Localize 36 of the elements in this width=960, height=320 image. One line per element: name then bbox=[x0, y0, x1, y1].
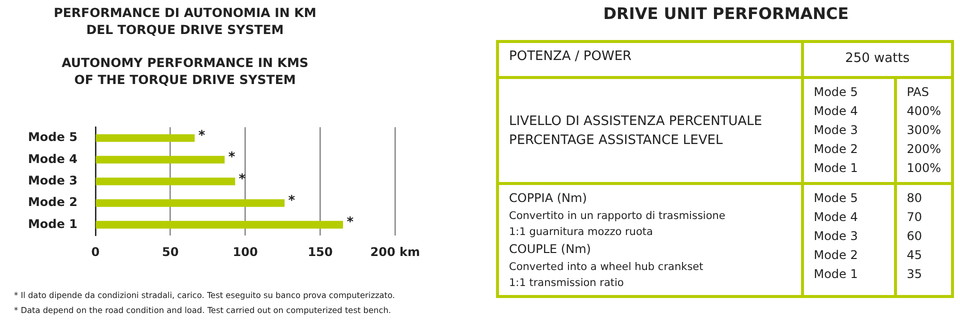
text: 80 70 60 45 35 bbox=[895, 184, 952, 296]
text: COUPLE (Nm) bbox=[509, 241, 592, 258]
bar bbox=[96, 178, 236, 186]
text: DRIVE UNIT PERFORMANCE bbox=[602, 4, 850, 23]
chart-title: PERFORMANCE DI AUTONOMIA IN KM DEL TORQUE DRIVE SYSTEM bbox=[52, 4, 318, 38]
y-tick-label: Mode 5 bbox=[28, 130, 78, 144]
bar bbox=[96, 220, 344, 229]
text: * Data depend on the road condition and load. Test carried out on computerized test bench. bbox=[14, 304, 392, 317]
bar bbox=[96, 156, 225, 164]
data-label: * bbox=[288, 193, 296, 208]
x-tick-label: 150 bbox=[308, 244, 333, 259]
x-tick-label: 50 bbox=[162, 244, 179, 259]
y-tick-label: Mode 3 bbox=[28, 174, 78, 188]
x-tick-label: 0 bbox=[91, 244, 100, 259]
text: COPPIA (Nm) bbox=[509, 190, 588, 207]
x-tick-label: 200 km bbox=[370, 244, 420, 259]
text: * Il dato dipende da condizioni stradali, carico. Test eseguito su banco prova computerizzato. bbox=[14, 289, 395, 302]
text: PAS 400% 300% 200% 100% bbox=[895, 78, 952, 184]
chart-subtitle: AUTONOMY PERFORMANCE IN KMS OF THE TORQUE DRIVE SYSTEM bbox=[60, 54, 310, 88]
data-label: * bbox=[228, 150, 236, 166]
text: 250 watts bbox=[802, 42, 952, 78]
data-label: * bbox=[346, 215, 354, 230]
x-tick-label: 100 bbox=[232, 244, 258, 259]
y-tick-label: Mode 1 bbox=[28, 216, 78, 231]
text: LIVELLO DI ASSISTENZA PERCENTUALE PERCENTAGE ASSISTANCE LEVEL bbox=[498, 78, 802, 184]
text: POTENZA / POWER bbox=[498, 42, 802, 78]
data-label: * bbox=[198, 128, 206, 144]
text: Mode 5 Mode 4 Mode 3 Mode 2 Mode 1 bbox=[802, 184, 896, 296]
bar bbox=[96, 134, 195, 142]
bar bbox=[96, 199, 285, 207]
text: Converted into a wheel hub crankset 1:1 transmission ratio bbox=[509, 260, 704, 291]
y-tick-label: Mode 4 bbox=[28, 152, 78, 166]
text: Convertito in un rapporto di trasmissione 1:1 guarnitura mozzo ruota bbox=[509, 209, 726, 240]
y-tick-label: Mode 2 bbox=[28, 195, 78, 210]
data-label: * bbox=[238, 172, 246, 187]
text: Mode 5 Mode 4 Mode 3 Mode 2 Mode 1 bbox=[802, 78, 896, 184]
